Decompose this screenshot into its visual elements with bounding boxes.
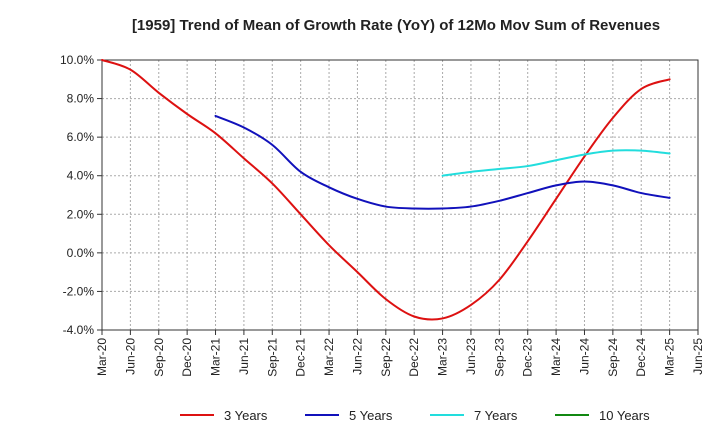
x-tick-label: Dec-20 <box>180 338 194 377</box>
axes: 10.0%8.0%6.0%4.0%2.0%0.0%-2.0%-4.0%Mar-2… <box>60 53 705 377</box>
x-tick-label: Sep-20 <box>152 338 166 377</box>
x-tick-label: Dec-21 <box>294 338 308 377</box>
grid-lines <box>101 59 699 331</box>
x-tick-label: Jun-24 <box>577 338 591 375</box>
x-tick-label: Mar-23 <box>436 338 450 376</box>
legend-label-3-years: 3 Years <box>224 408 268 423</box>
x-tick-label: Mar-24 <box>549 338 563 376</box>
legend: 3 Years 5 Years 7 Years 10 Years <box>180 408 650 423</box>
y-tick-label: 10.0% <box>60 53 94 67</box>
series-line-3-years <box>101 59 671 321</box>
x-tick-label: Dec-22 <box>407 338 421 377</box>
series-line-7-years <box>441 149 671 177</box>
x-tick-label: Mar-22 <box>322 338 336 376</box>
chart-title: [1959] Trend of Mean of Growth Rate (YoY… <box>132 17 660 34</box>
y-tick-label: -4.0% <box>63 323 95 337</box>
x-tick-label: Mar-25 <box>663 338 677 376</box>
x-tick-label: Mar-21 <box>209 338 223 376</box>
x-tick-label: Dec-24 <box>634 338 648 377</box>
x-tick-label: Jun-25 <box>691 338 705 375</box>
y-tick-label: 2.0% <box>67 207 95 221</box>
x-tick-label: Sep-23 <box>492 338 506 377</box>
y-tick-label: 4.0% <box>67 169 95 183</box>
y-tick-label: 0.0% <box>67 246 95 260</box>
y-tick-label: 6.0% <box>67 130 95 144</box>
legend-label-5-years: 5 Years <box>349 408 393 423</box>
x-tick-label: Jun-20 <box>123 338 137 375</box>
x-tick-label: Jun-21 <box>237 338 251 375</box>
x-tick-label: Sep-24 <box>606 338 620 377</box>
x-tick-label: Jun-23 <box>464 338 478 375</box>
y-tick-label: 8.0% <box>67 92 95 106</box>
y-tick-label: -2.0% <box>63 284 95 298</box>
x-tick-label: Dec-23 <box>521 338 535 377</box>
series-line-5-years <box>214 114 671 210</box>
x-tick-label: Sep-22 <box>379 338 393 377</box>
legend-label-10-years: 10 Years <box>599 408 650 423</box>
x-tick-label: Mar-20 <box>95 338 109 376</box>
x-tick-label: Jun-22 <box>350 338 364 375</box>
plot-frame <box>101 59 699 331</box>
series-lines <box>101 59 671 321</box>
legend-label-7-years: 7 Years <box>474 408 518 423</box>
x-tick-label: Sep-21 <box>265 338 279 377</box>
